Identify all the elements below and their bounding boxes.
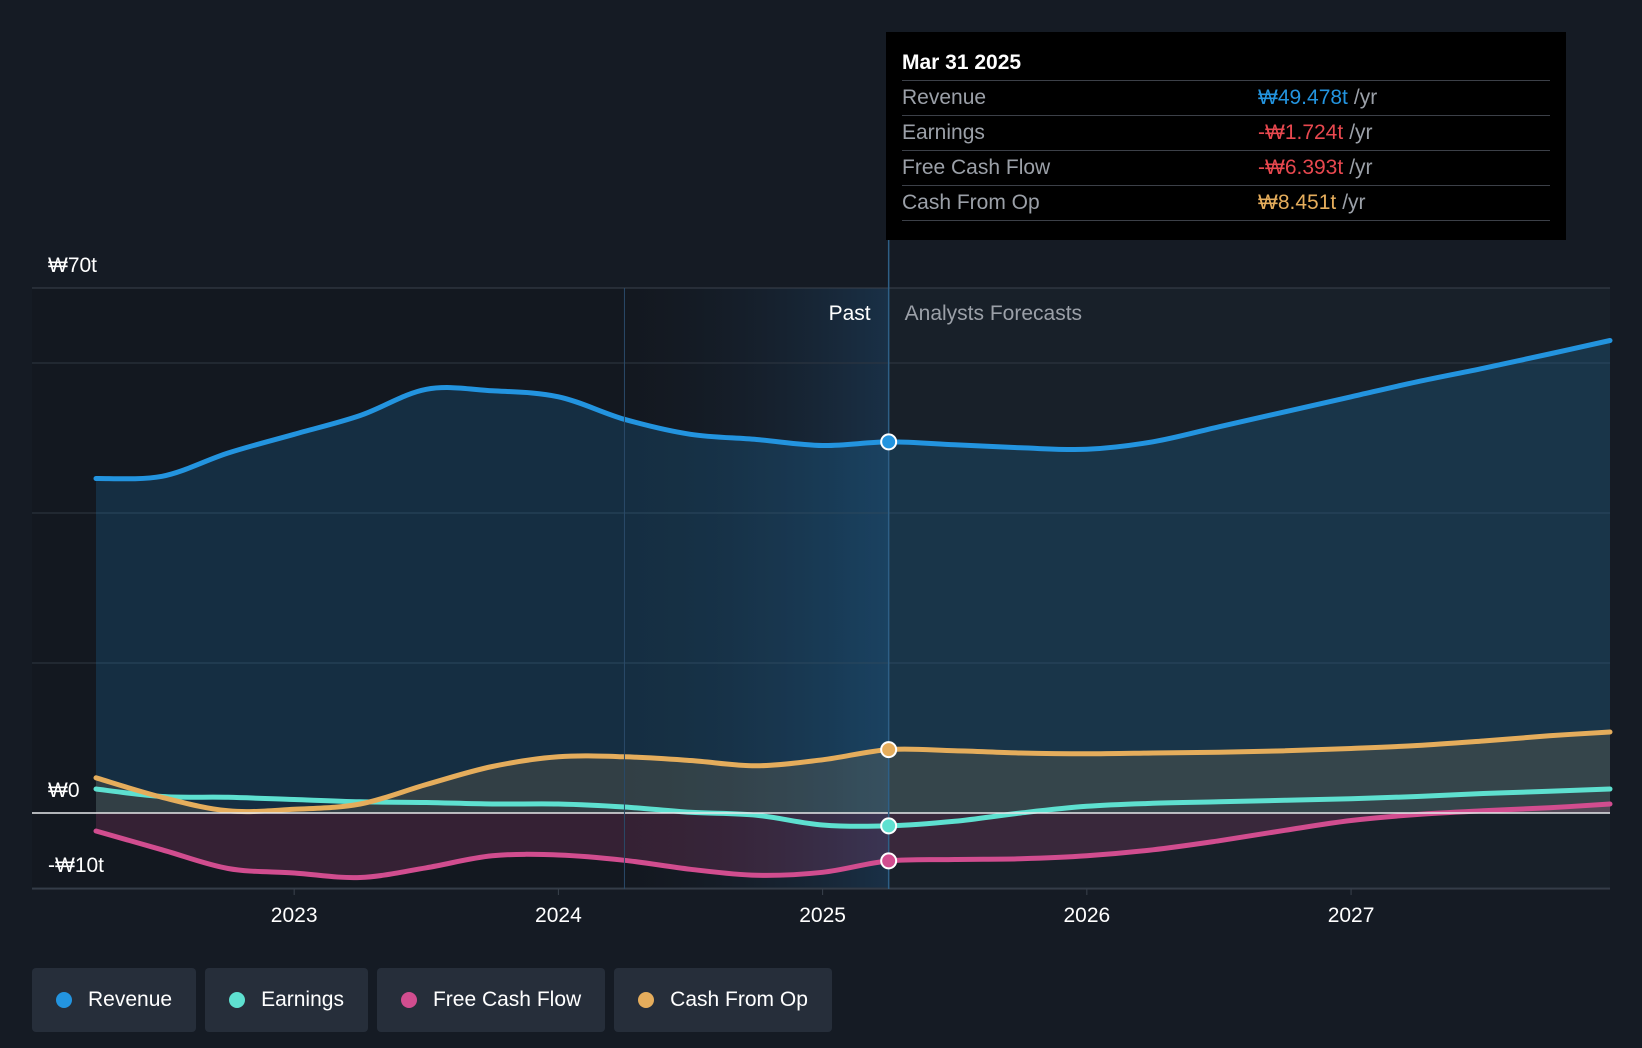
tooltip-label: Cash From Op [902, 191, 1040, 214]
legend-dot-icon [400, 992, 417, 1008]
tooltip-row-earnings: Earnings -₩1.724t/yr [902, 116, 1550, 151]
legend-dot-icon [229, 992, 246, 1008]
highlight-point-earnings [880, 817, 898, 835]
tooltip-unit: /yr [1349, 156, 1373, 179]
past-highlight-region [624, 288, 889, 889]
series-area-revenue [96, 340, 1610, 813]
tooltip: Mar 31 2025 Revenue ₩49.478t/yr Earnings… [886, 32, 1566, 240]
highlight-point-cash-from-op [880, 741, 898, 759]
forecast-label: Analysts Forecasts [905, 302, 1082, 325]
legend-label: Revenue [88, 988, 173, 1011]
tooltip-unit: /yr [1353, 86, 1378, 109]
legend-item-earnings[interactable]: Earnings [205, 968, 368, 1032]
x-tick-label: 2024 [535, 904, 582, 927]
legend-item-free-cash-flow[interactable]: Free Cash Flow [376, 968, 606, 1032]
series-line-cash-from-op [93, 729, 1613, 815]
tooltip-label: Revenue [902, 86, 987, 109]
series-area-free-cash-flow [96, 804, 1610, 878]
highlight-point-revenue [880, 433, 898, 451]
y-tick-label: -₩10t [48, 854, 104, 877]
tooltip-value: -₩6.393t [1258, 156, 1344, 179]
legend: Revenue Earnings Free Cash Flow Cash Fro… [32, 968, 832, 1032]
y-tick-label: ₩0 [48, 779, 80, 802]
legend-dot-icon [638, 992, 655, 1008]
legend-dot-icon [56, 992, 72, 1008]
tooltip-label: Free Cash Flow [902, 156, 1051, 179]
tooltip-row-revenue: Revenue ₩49.478t/yr [902, 81, 1550, 116]
tooltip-date: Mar 31 2025 [902, 46, 1550, 81]
tooltip-value: ₩49.478t [1258, 86, 1348, 109]
legend-label: Cash From Op [670, 988, 808, 1011]
tooltip-value: ₩8.451t [1258, 191, 1337, 214]
y-tick-label: ₩70t [48, 254, 97, 277]
forecast-region [888, 288, 1610, 889]
x-tick-label: 2026 [1063, 904, 1110, 927]
x-tick-label: 2027 [1328, 904, 1375, 927]
x-tick-label: 2023 [271, 904, 318, 927]
series-line-free-cash-flow [93, 801, 1613, 881]
series-line-revenue [93, 338, 1613, 482]
tooltip-row-cash-from-op: Cash From Op ₩8.451t/yr [902, 186, 1550, 221]
series-line-earnings [93, 786, 1613, 829]
past-label: Past [829, 302, 871, 325]
tooltip-unit: /yr [1349, 121, 1373, 144]
x-tick-label: 2025 [799, 904, 846, 927]
tooltip-unit: /yr [1342, 191, 1366, 214]
tooltip-label: Earnings [902, 121, 985, 144]
legend-label: Earnings [261, 988, 344, 1011]
highlight-point-free-cash-flow [880, 852, 898, 870]
legend-item-revenue[interactable]: Revenue [32, 968, 197, 1032]
legend-label: Free Cash Flow [432, 988, 582, 1011]
tooltip-row-free-cash-flow: Free Cash Flow -₩6.393t/yr [902, 151, 1550, 186]
tooltip-value: -₩1.724t [1258, 121, 1344, 144]
legend-item-cash-from-op[interactable]: Cash From Op [614, 968, 832, 1032]
